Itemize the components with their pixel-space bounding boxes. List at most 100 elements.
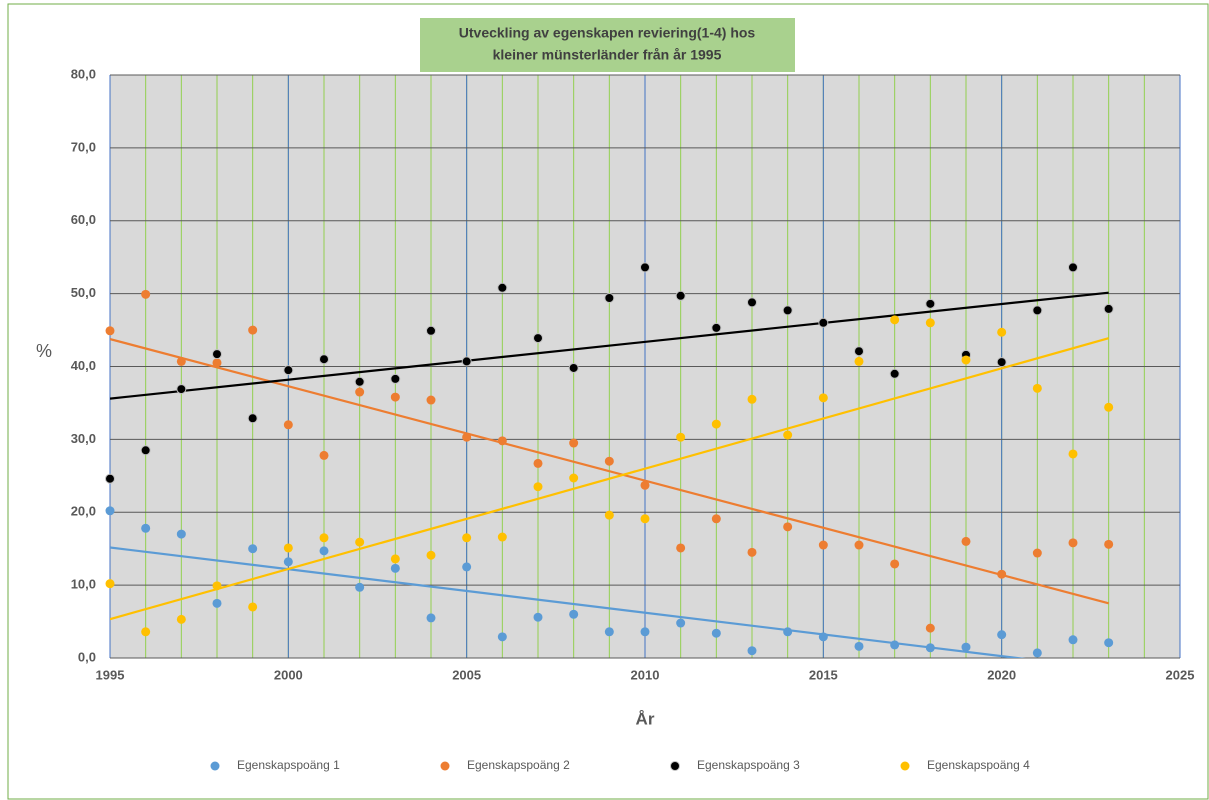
data-point <box>105 326 115 336</box>
x-tick-label: 2010 <box>631 667 660 682</box>
data-point <box>141 289 151 299</box>
data-point <box>604 292 615 303</box>
x-tick-label: 2000 <box>274 667 303 682</box>
data-point <box>426 550 436 560</box>
data-point <box>640 480 650 490</box>
data-point <box>212 581 222 591</box>
data-point <box>248 325 258 335</box>
y-axis-label: % <box>36 341 52 361</box>
y-tick-label: 0,0 <box>78 649 96 664</box>
data-point <box>1104 539 1114 549</box>
data-point <box>783 522 793 532</box>
data-point <box>105 473 115 484</box>
data-point <box>176 529 186 539</box>
data-point <box>1068 635 1078 645</box>
data-point <box>676 618 686 628</box>
legend-label: Egenskapspoäng 1 <box>237 758 340 772</box>
data-point <box>1032 383 1042 393</box>
trendline <box>110 291 1109 400</box>
data-point <box>140 445 151 456</box>
legend-label: Egenskapspoäng 3 <box>697 758 800 772</box>
data-point <box>141 627 151 637</box>
data-point <box>176 356 186 366</box>
data-point <box>462 562 472 572</box>
data-point <box>961 536 971 546</box>
data-point <box>212 598 222 608</box>
data-point <box>568 362 579 373</box>
data-point <box>890 315 900 325</box>
x-tick-label: 2015 <box>809 667 838 682</box>
data-point <box>1032 305 1043 316</box>
y-tick-label: 50,0 <box>71 285 96 300</box>
data-point <box>1068 262 1078 273</box>
y-tick-label: 10,0 <box>71 577 96 592</box>
data-point <box>783 627 793 637</box>
data-point <box>640 262 650 273</box>
data-point <box>1032 648 1042 658</box>
data-point <box>283 557 293 567</box>
data-point <box>105 579 115 589</box>
y-tick-label: 20,0 <box>71 504 96 519</box>
x-axis-label: År <box>636 709 655 728</box>
data-point <box>640 514 650 524</box>
legend-marker <box>210 761 220 771</box>
data-point <box>462 533 472 543</box>
legend-marker <box>670 761 680 771</box>
data-point <box>176 614 186 624</box>
data-point <box>176 384 187 395</box>
data-point <box>854 540 864 550</box>
y-tick-label: 60,0 <box>71 212 96 227</box>
x-tick-label: 2025 <box>1166 667 1195 682</box>
data-point <box>711 628 721 638</box>
y-tick-label: 40,0 <box>71 358 96 373</box>
data-point <box>212 349 222 360</box>
data-point <box>711 419 721 429</box>
plot-series <box>110 291 1109 658</box>
data-point <box>283 420 293 430</box>
data-point <box>1104 402 1114 412</box>
data-point <box>390 373 401 384</box>
data-point <box>355 582 365 592</box>
data-point <box>533 612 543 622</box>
data-point <box>961 642 971 652</box>
data-point <box>890 559 900 569</box>
trendline <box>110 546 1026 658</box>
data-point <box>747 646 757 656</box>
data-point <box>818 393 828 403</box>
data-point <box>248 544 258 554</box>
data-point <box>212 358 222 368</box>
data-point <box>283 365 294 376</box>
x-tick-label: 1995 <box>96 667 125 682</box>
data-point <box>925 298 936 309</box>
data-point <box>676 543 686 553</box>
data-point <box>925 643 935 653</box>
data-point <box>390 392 400 402</box>
data-point <box>355 537 365 547</box>
data-point <box>854 641 864 651</box>
data-point <box>141 523 151 533</box>
data-point <box>747 547 757 557</box>
data-point <box>426 395 436 405</box>
trendline <box>110 337 1109 621</box>
data-point <box>925 623 935 633</box>
data-point <box>426 325 436 336</box>
data-point <box>319 546 329 556</box>
data-point <box>997 630 1007 640</box>
data-point <box>569 438 579 448</box>
data-point <box>925 318 935 328</box>
data-point <box>355 387 365 397</box>
data-point <box>818 317 829 328</box>
data-point <box>247 413 258 424</box>
data-point <box>711 514 721 524</box>
data-point <box>711 322 722 333</box>
data-point <box>533 482 543 492</box>
data-point <box>461 356 472 367</box>
data-point <box>497 436 507 446</box>
data-point <box>319 533 329 543</box>
data-point <box>1104 638 1114 648</box>
data-point <box>675 290 686 301</box>
data-point <box>426 613 436 623</box>
y-tick-label: 30,0 <box>71 431 96 446</box>
legend-marker <box>440 761 450 771</box>
